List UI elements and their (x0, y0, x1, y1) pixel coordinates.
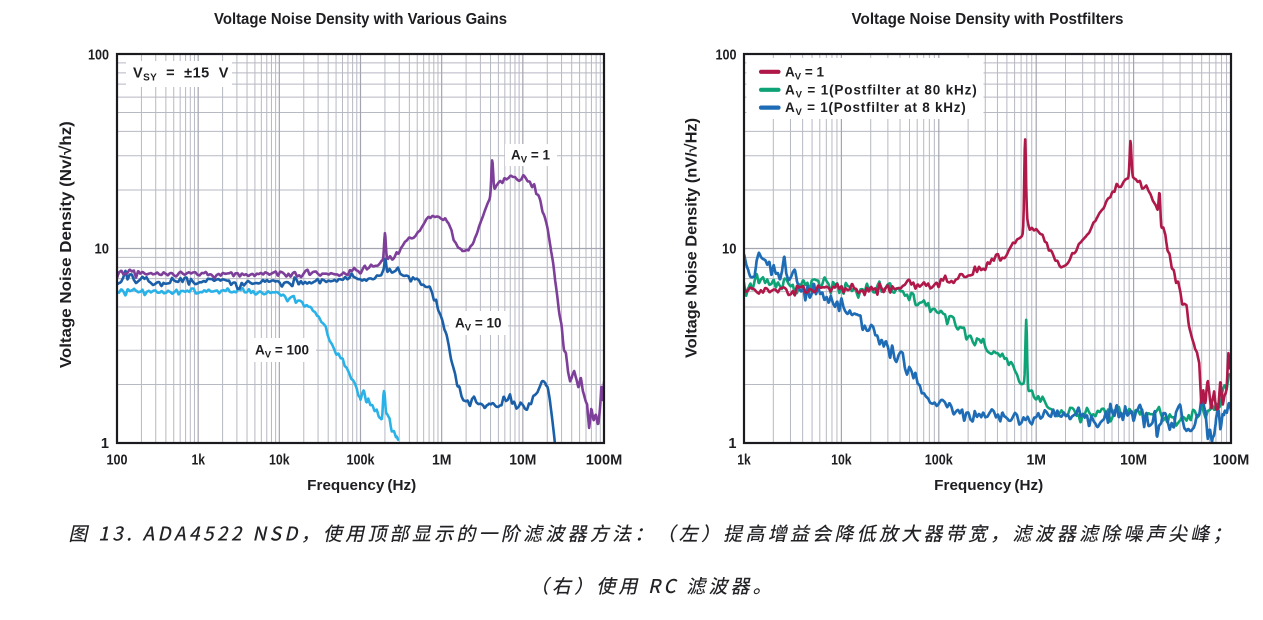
svg-text:AV = 1(Postfilter at 8 kHz): AV = 1(Postfilter at 8 kHz) (785, 100, 967, 118)
svg-text:100: 100 (88, 47, 109, 63)
svg-text:100M: 100M (586, 452, 623, 469)
svg-text:10: 10 (95, 242, 110, 258)
svg-text:1: 1 (728, 436, 736, 452)
svg-text:Voltage Noise Density with Pos: Voltage Noise Density with Postfilters (852, 11, 1124, 28)
svg-text:1: 1 (101, 436, 109, 452)
svg-text:Voltage Noise Density (nV/√Hz): Voltage Noise Density (nV/√Hz) (684, 118, 701, 358)
svg-text:10M: 10M (1120, 452, 1147, 469)
svg-text:Frequency (Hz): Frequency (Hz) (934, 477, 1043, 494)
svg-text:VSY = ±15 V: VSY = ±15 V (133, 66, 229, 84)
svg-text:1k: 1k (191, 452, 205, 469)
svg-text:100k: 100k (925, 452, 954, 469)
svg-text:Voltage Noise Density with Var: Voltage Noise Density with Various Gains (214, 11, 507, 28)
svg-text:10M: 10M (509, 452, 536, 469)
svg-text:10k: 10k (831, 452, 852, 469)
svg-text:Frequency (Hz): Frequency (Hz) (307, 477, 416, 494)
svg-text:1M: 1M (432, 452, 452, 469)
svg-text:100k: 100k (347, 452, 376, 469)
svg-text:Voltage Noise Density (Nv/√hz): Voltage Noise Density (Nv/√hz) (58, 121, 75, 368)
svg-text:1k: 1k (737, 452, 751, 469)
svg-text:100M: 100M (1213, 452, 1250, 469)
svg-text:10: 10 (722, 242, 737, 258)
svg-text:1M: 1M (1026, 452, 1046, 469)
svg-text:100: 100 (107, 452, 128, 469)
svg-text:100: 100 (716, 47, 737, 63)
svg-text:AV = 1(Postfilter at 80 kHz): AV = 1(Postfilter at 80 kHz) (785, 82, 978, 100)
svg-text:10k: 10k (269, 452, 290, 469)
